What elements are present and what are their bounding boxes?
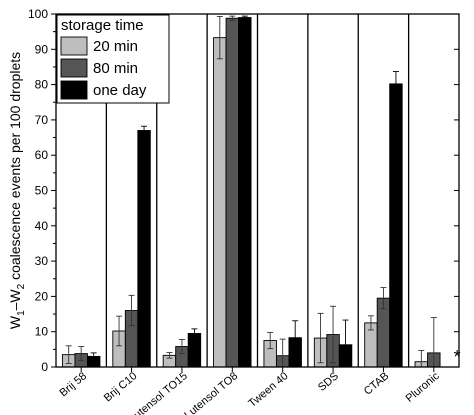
bar-2-3 (137, 130, 151, 368)
bar-4-2 (225, 17, 240, 368)
y-title-dash: –W (7, 289, 23, 311)
error-bar-4-2 (229, 15, 236, 21)
legend: storage time 20 min 80 min one day (56, 14, 170, 104)
y-tick-label-100: 100 (28, 7, 48, 21)
y-tick-label-70: 70 (35, 113, 49, 127)
error-bar-2-2 (128, 294, 135, 327)
legend-label-1: 20 min (93, 38, 138, 55)
y-tick-label-90: 90 (35, 42, 49, 56)
x-tick-label-5: Tween 40 (246, 370, 290, 410)
error-bar-2-1 (116, 315, 123, 347)
legend-swatch-2 (60, 58, 88, 78)
error-bar-6-2 (330, 305, 337, 364)
x-tick-label-4: Lutensol TO8 (182, 370, 240, 415)
legend-swatch-3 (60, 80, 88, 100)
error-bar-4-3 (241, 15, 248, 20)
y-title-sub2: 2 (16, 283, 27, 289)
y-title-rest: coalescence events per 100 droplets (7, 52, 23, 284)
x-tick-label-2: Brij C10 (102, 370, 140, 404)
y-tick-label-30: 30 (35, 254, 49, 268)
y-tick-label-20: 20 (35, 289, 49, 303)
y-title-sub1: 1 (16, 310, 27, 316)
error-bar-1-1 (65, 345, 72, 364)
y-tick-label-10: 10 (35, 325, 49, 339)
error-bar-7-2 (380, 287, 387, 310)
error-bar-3-2 (178, 339, 185, 355)
error-bar-1-3 (90, 352, 97, 361)
x-tick-label-7: CTAB (362, 370, 392, 398)
error-bar-6-1 (317, 312, 324, 364)
y-tick-label-60: 60 (35, 148, 49, 162)
error-bar-3-3 (191, 328, 198, 339)
y-axis-title: W1–W2 coalescence events per 100 droplet… (7, 52, 27, 329)
error-bar-5-3 (292, 320, 299, 356)
error-bar-5-1 (267, 331, 274, 350)
y-axis: 0 10 20 30 40 50 60 70 80 90 100 (28, 7, 459, 374)
error-bars-layer (65, 15, 437, 368)
error-bar-3-1 (166, 352, 173, 359)
error-bar-1-2 (78, 346, 85, 362)
y-title-w: W (7, 315, 23, 329)
error-bar-7-3 (392, 71, 399, 97)
legend-title: storage time (61, 17, 144, 34)
bar-4-3 (238, 17, 252, 368)
bar-4-1 (213, 37, 227, 368)
legend-label-3: one day (93, 82, 147, 99)
legend-swatch-1 (60, 36, 88, 56)
error-bar-4-1 (216, 16, 223, 60)
legend-label-2: 80 min (93, 60, 138, 77)
y-tick-label-50: 50 (35, 184, 49, 198)
annotation-asterisk: * (454, 347, 461, 367)
y-tick-label-80: 80 (35, 78, 49, 92)
y-tick-label-40: 40 (35, 219, 49, 233)
x-tick-label-1: Brij 58 (58, 370, 90, 399)
y-tick-label-0: 0 (41, 360, 48, 374)
bars-layer (61, 17, 441, 368)
error-bar-7-1 (367, 315, 374, 331)
error-bar-2-3 (141, 125, 148, 136)
x-tick-label-8: Pluronic (404, 370, 443, 405)
x-tick-label-6: SDS (316, 370, 341, 394)
bar-7-3 (389, 83, 403, 368)
